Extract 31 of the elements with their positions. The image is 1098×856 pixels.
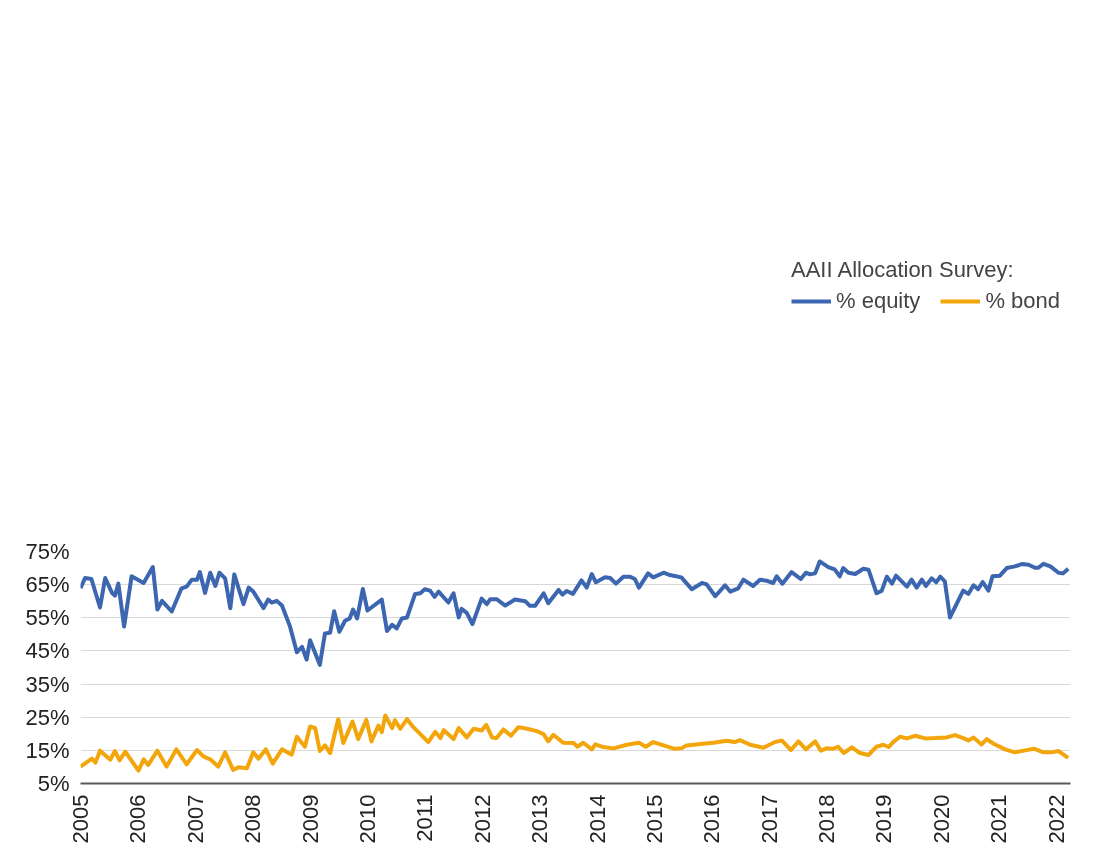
line-series: [80, 559, 1071, 667]
x-tick-label: 2013: [527, 794, 553, 844]
x-tick-label: 2014: [584, 794, 610, 844]
x-tick-label: 2012: [469, 794, 495, 844]
legend-title: AAII Allocation Survey:: [790, 257, 1015, 283]
y-tick-label: 65%: [25, 572, 70, 598]
legend-label: % bond: [985, 288, 1060, 314]
x-tick-label: 2022: [1043, 794, 1069, 844]
x-tick-label: 2015: [641, 794, 667, 844]
y-tick-label: 5%: [37, 771, 70, 796]
y-tick-label: 45%: [25, 638, 70, 664]
y-tick-label: 15%: [25, 737, 70, 763]
x-tick-label: 2005: [68, 794, 93, 844]
x-tick-label: 2016: [699, 794, 725, 844]
x-tick-label: 2020: [928, 794, 954, 844]
y-tick-label: 35%: [25, 671, 70, 697]
y-tick-label: 75%: [25, 539, 70, 564]
line-series: [80, 713, 1071, 773]
x-tick-label: 2006: [125, 794, 151, 844]
legend-label: % equity: [835, 288, 921, 314]
x-tick-label: 2007: [182, 794, 208, 844]
y-tick-label: 25%: [25, 704, 70, 730]
x-tick-label: 2018: [814, 794, 840, 844]
x-tick-label: 2009: [297, 794, 323, 844]
x-tick-label: 2021: [986, 794, 1012, 844]
x-tick-label: 2019: [871, 794, 897, 844]
x-tick-label: 2011: [412, 794, 438, 842]
x-tick-label: 2008: [240, 794, 266, 844]
y-tick-label: 55%: [25, 605, 70, 631]
x-tick-label: 2017: [756, 794, 782, 844]
x-tick-label: 2010: [354, 794, 380, 844]
